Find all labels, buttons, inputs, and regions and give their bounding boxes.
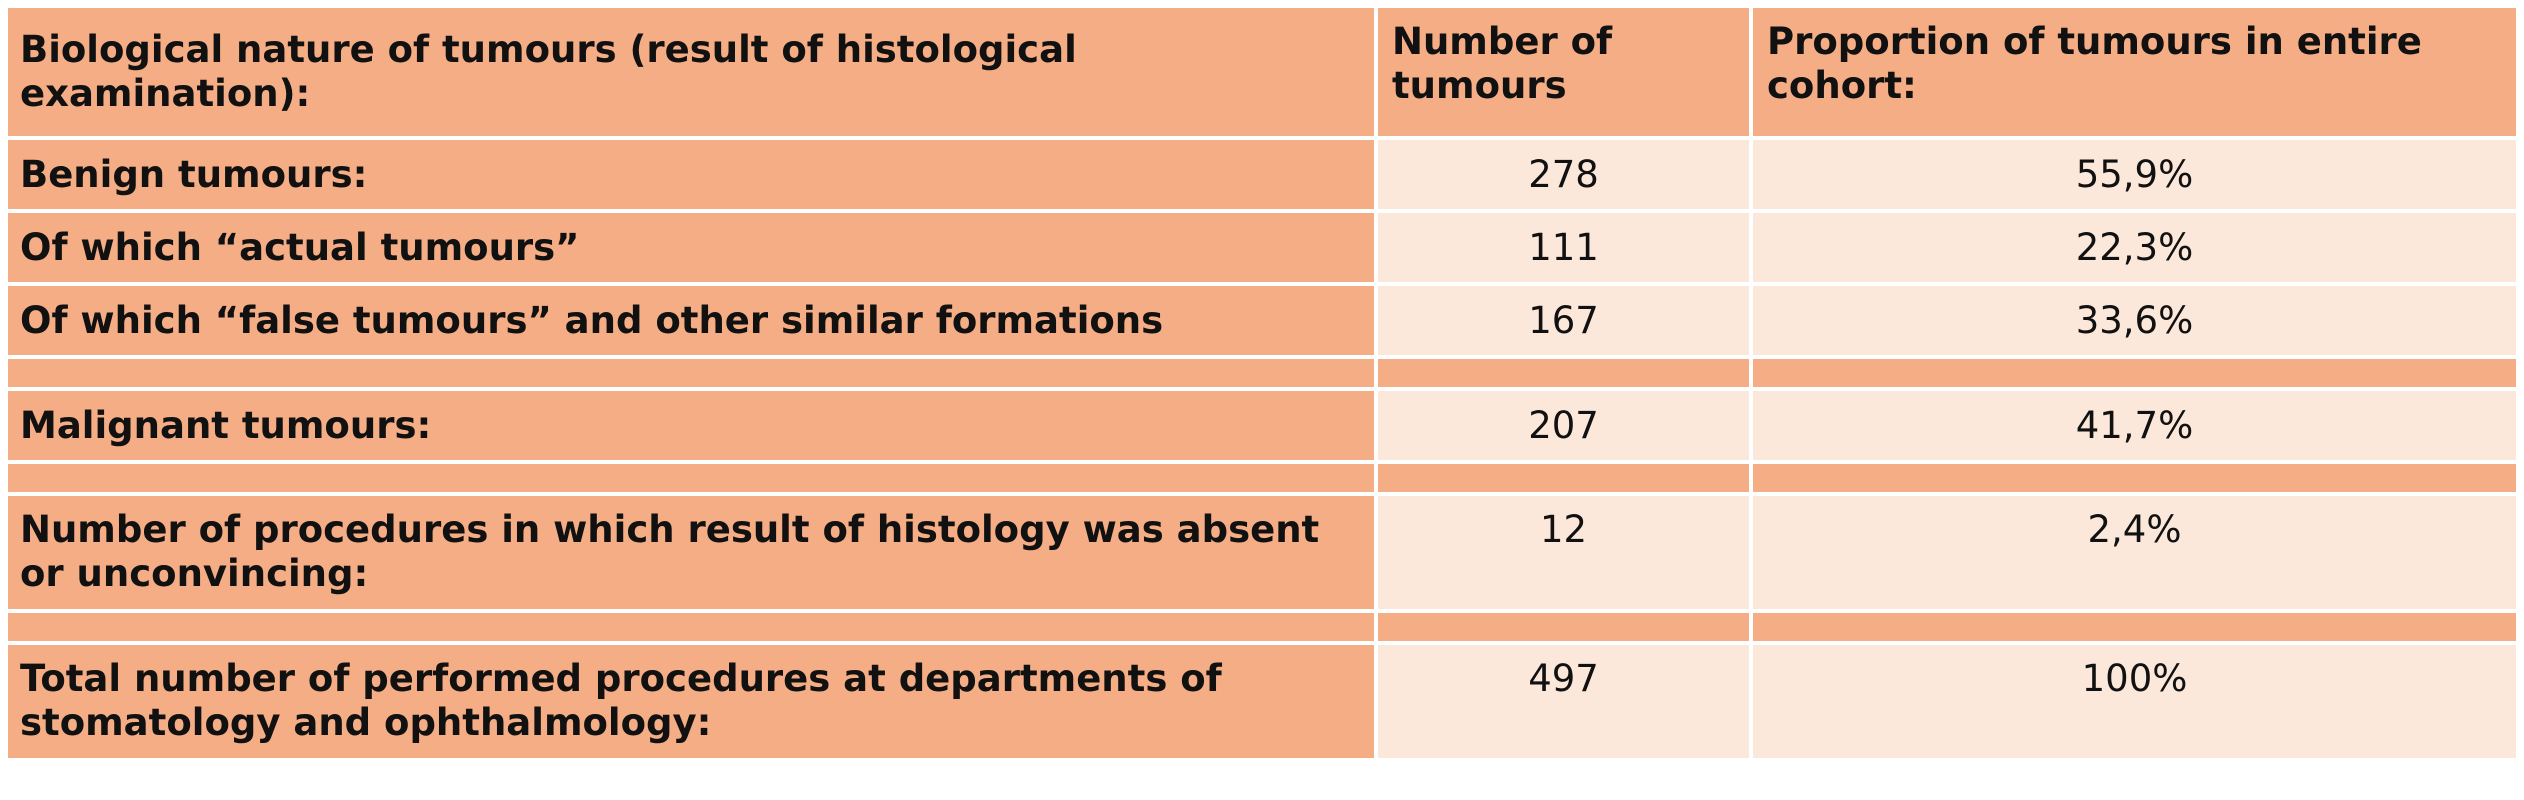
row-proportion-false-tumours: 33,6% — [1753, 286, 2516, 359]
spacer-row — [8, 464, 1378, 496]
row-label-actual-tumours: Of which “actual tumours” — [8, 213, 1378, 286]
row-label-benign: Benign tumours: — [8, 140, 1378, 213]
row-label-unconvincing: Number of procedures in which result of … — [8, 496, 1378, 613]
row-number-unconvincing: 12 — [1378, 496, 1753, 613]
row-number-total: 497 — [1378, 645, 1753, 762]
row-number-actual-tumours: 111 — [1378, 213, 1753, 286]
row-proportion-total: 100% — [1753, 645, 2516, 762]
header-number-of-tumours: Number of tumours — [1378, 8, 1753, 140]
spacer-row — [1378, 464, 1753, 496]
spacer-row — [8, 359, 1378, 391]
row-label-total: Total number of performed procedures at … — [8, 645, 1378, 762]
spacer-row — [1753, 359, 2516, 391]
tumour-statistics-table: Biological nature of tumours (result of … — [8, 8, 2516, 762]
row-proportion-malignant: 41,7% — [1753, 391, 2516, 464]
header-biological-nature: Biological nature of tumours (result of … — [8, 8, 1378, 140]
spacer-row — [1378, 613, 1753, 645]
spacer-row — [8, 613, 1378, 645]
row-label-malignant: Malignant tumours: — [8, 391, 1378, 464]
row-number-false-tumours: 167 — [1378, 286, 1753, 359]
row-label-false-tumours: Of which “false tumours” and other simil… — [8, 286, 1378, 359]
row-proportion-benign: 55,9% — [1753, 140, 2516, 213]
row-number-malignant: 207 — [1378, 391, 1753, 464]
row-proportion-unconvincing: 2,4% — [1753, 496, 2516, 613]
row-proportion-actual-tumours: 22,3% — [1753, 213, 2516, 286]
header-proportion: Proportion of tumours in entire cohort: — [1753, 8, 2516, 140]
spacer-row — [1753, 464, 2516, 496]
spacer-row — [1753, 613, 2516, 645]
spacer-row — [1378, 359, 1753, 391]
row-number-benign: 278 — [1378, 140, 1753, 213]
